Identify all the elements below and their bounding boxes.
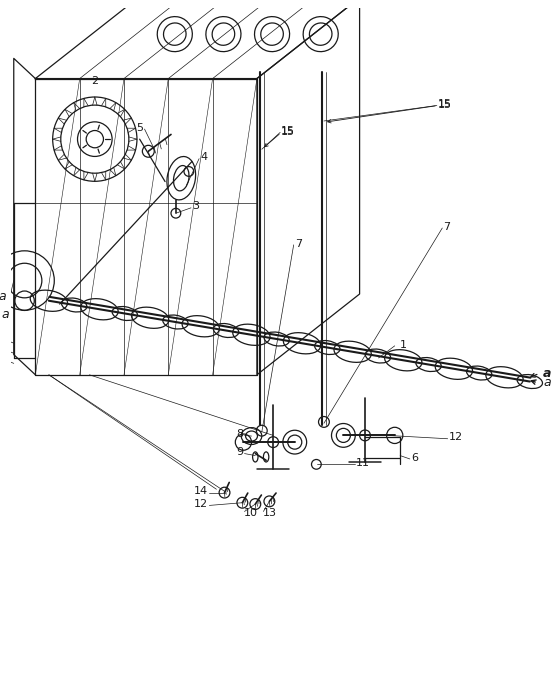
Text: 1: 1 — [400, 340, 407, 349]
Text: a: a — [543, 367, 551, 380]
Text: 11: 11 — [356, 458, 370, 468]
Text: 12: 12 — [194, 499, 208, 509]
Text: 2: 2 — [91, 76, 98, 85]
Text: 15: 15 — [281, 126, 295, 136]
Text: 15: 15 — [438, 99, 452, 109]
Text: 9: 9 — [236, 447, 243, 457]
Text: 8: 8 — [236, 429, 243, 439]
Text: 5: 5 — [137, 123, 143, 133]
Text: a: a — [544, 376, 551, 389]
Text: a: a — [2, 308, 9, 320]
Text: 13: 13 — [262, 508, 276, 518]
Text: 7: 7 — [444, 222, 451, 232]
Text: 15: 15 — [438, 101, 452, 110]
Text: 6: 6 — [411, 453, 418, 462]
Text: 4: 4 — [200, 152, 207, 163]
Text: 12: 12 — [449, 433, 463, 442]
Text: 7: 7 — [295, 238, 302, 249]
Text: a: a — [0, 289, 6, 302]
Text: 10: 10 — [243, 508, 257, 518]
Text: 15: 15 — [281, 127, 295, 137]
Text: 14: 14 — [194, 486, 208, 496]
Text: 3: 3 — [192, 201, 199, 212]
